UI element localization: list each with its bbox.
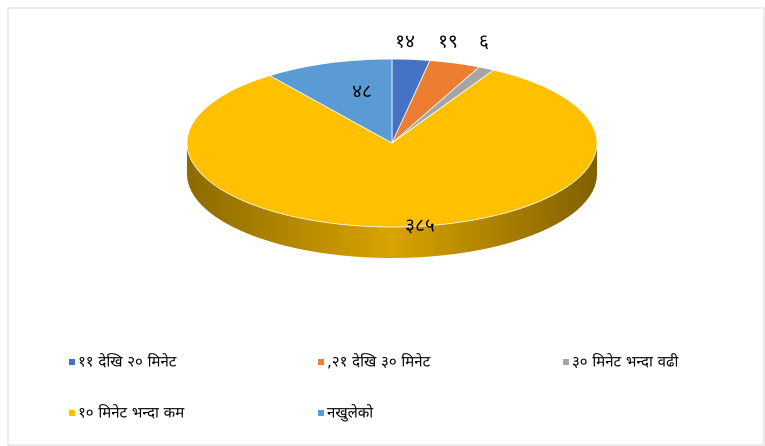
data-label: १९ [438,31,458,53]
data-label: १४ [395,31,415,53]
data-label: ३८५ [405,215,435,237]
data-label: ४८ [352,81,372,103]
pie-side [187,143,597,258]
legend-swatch [318,359,324,365]
data-label: ६ [479,31,489,53]
legend-label: ३० मिनेट भन्दा वढी [572,353,679,371]
legend-swatch [563,359,569,365]
legend-label: ११ देखि २० मिनेट [78,353,177,371]
legend-label: १० मिनेट भन्दा कम [78,404,185,422]
legend-swatch [69,410,75,416]
pie-slice [268,58,393,144]
legend-swatch [69,359,75,365]
legend-label: ,२१ देखि ३० मिनेट [327,353,431,371]
legend-swatch [318,410,324,416]
legend-label: नखुलेको [327,404,374,423]
pie-slice [186,69,598,228]
